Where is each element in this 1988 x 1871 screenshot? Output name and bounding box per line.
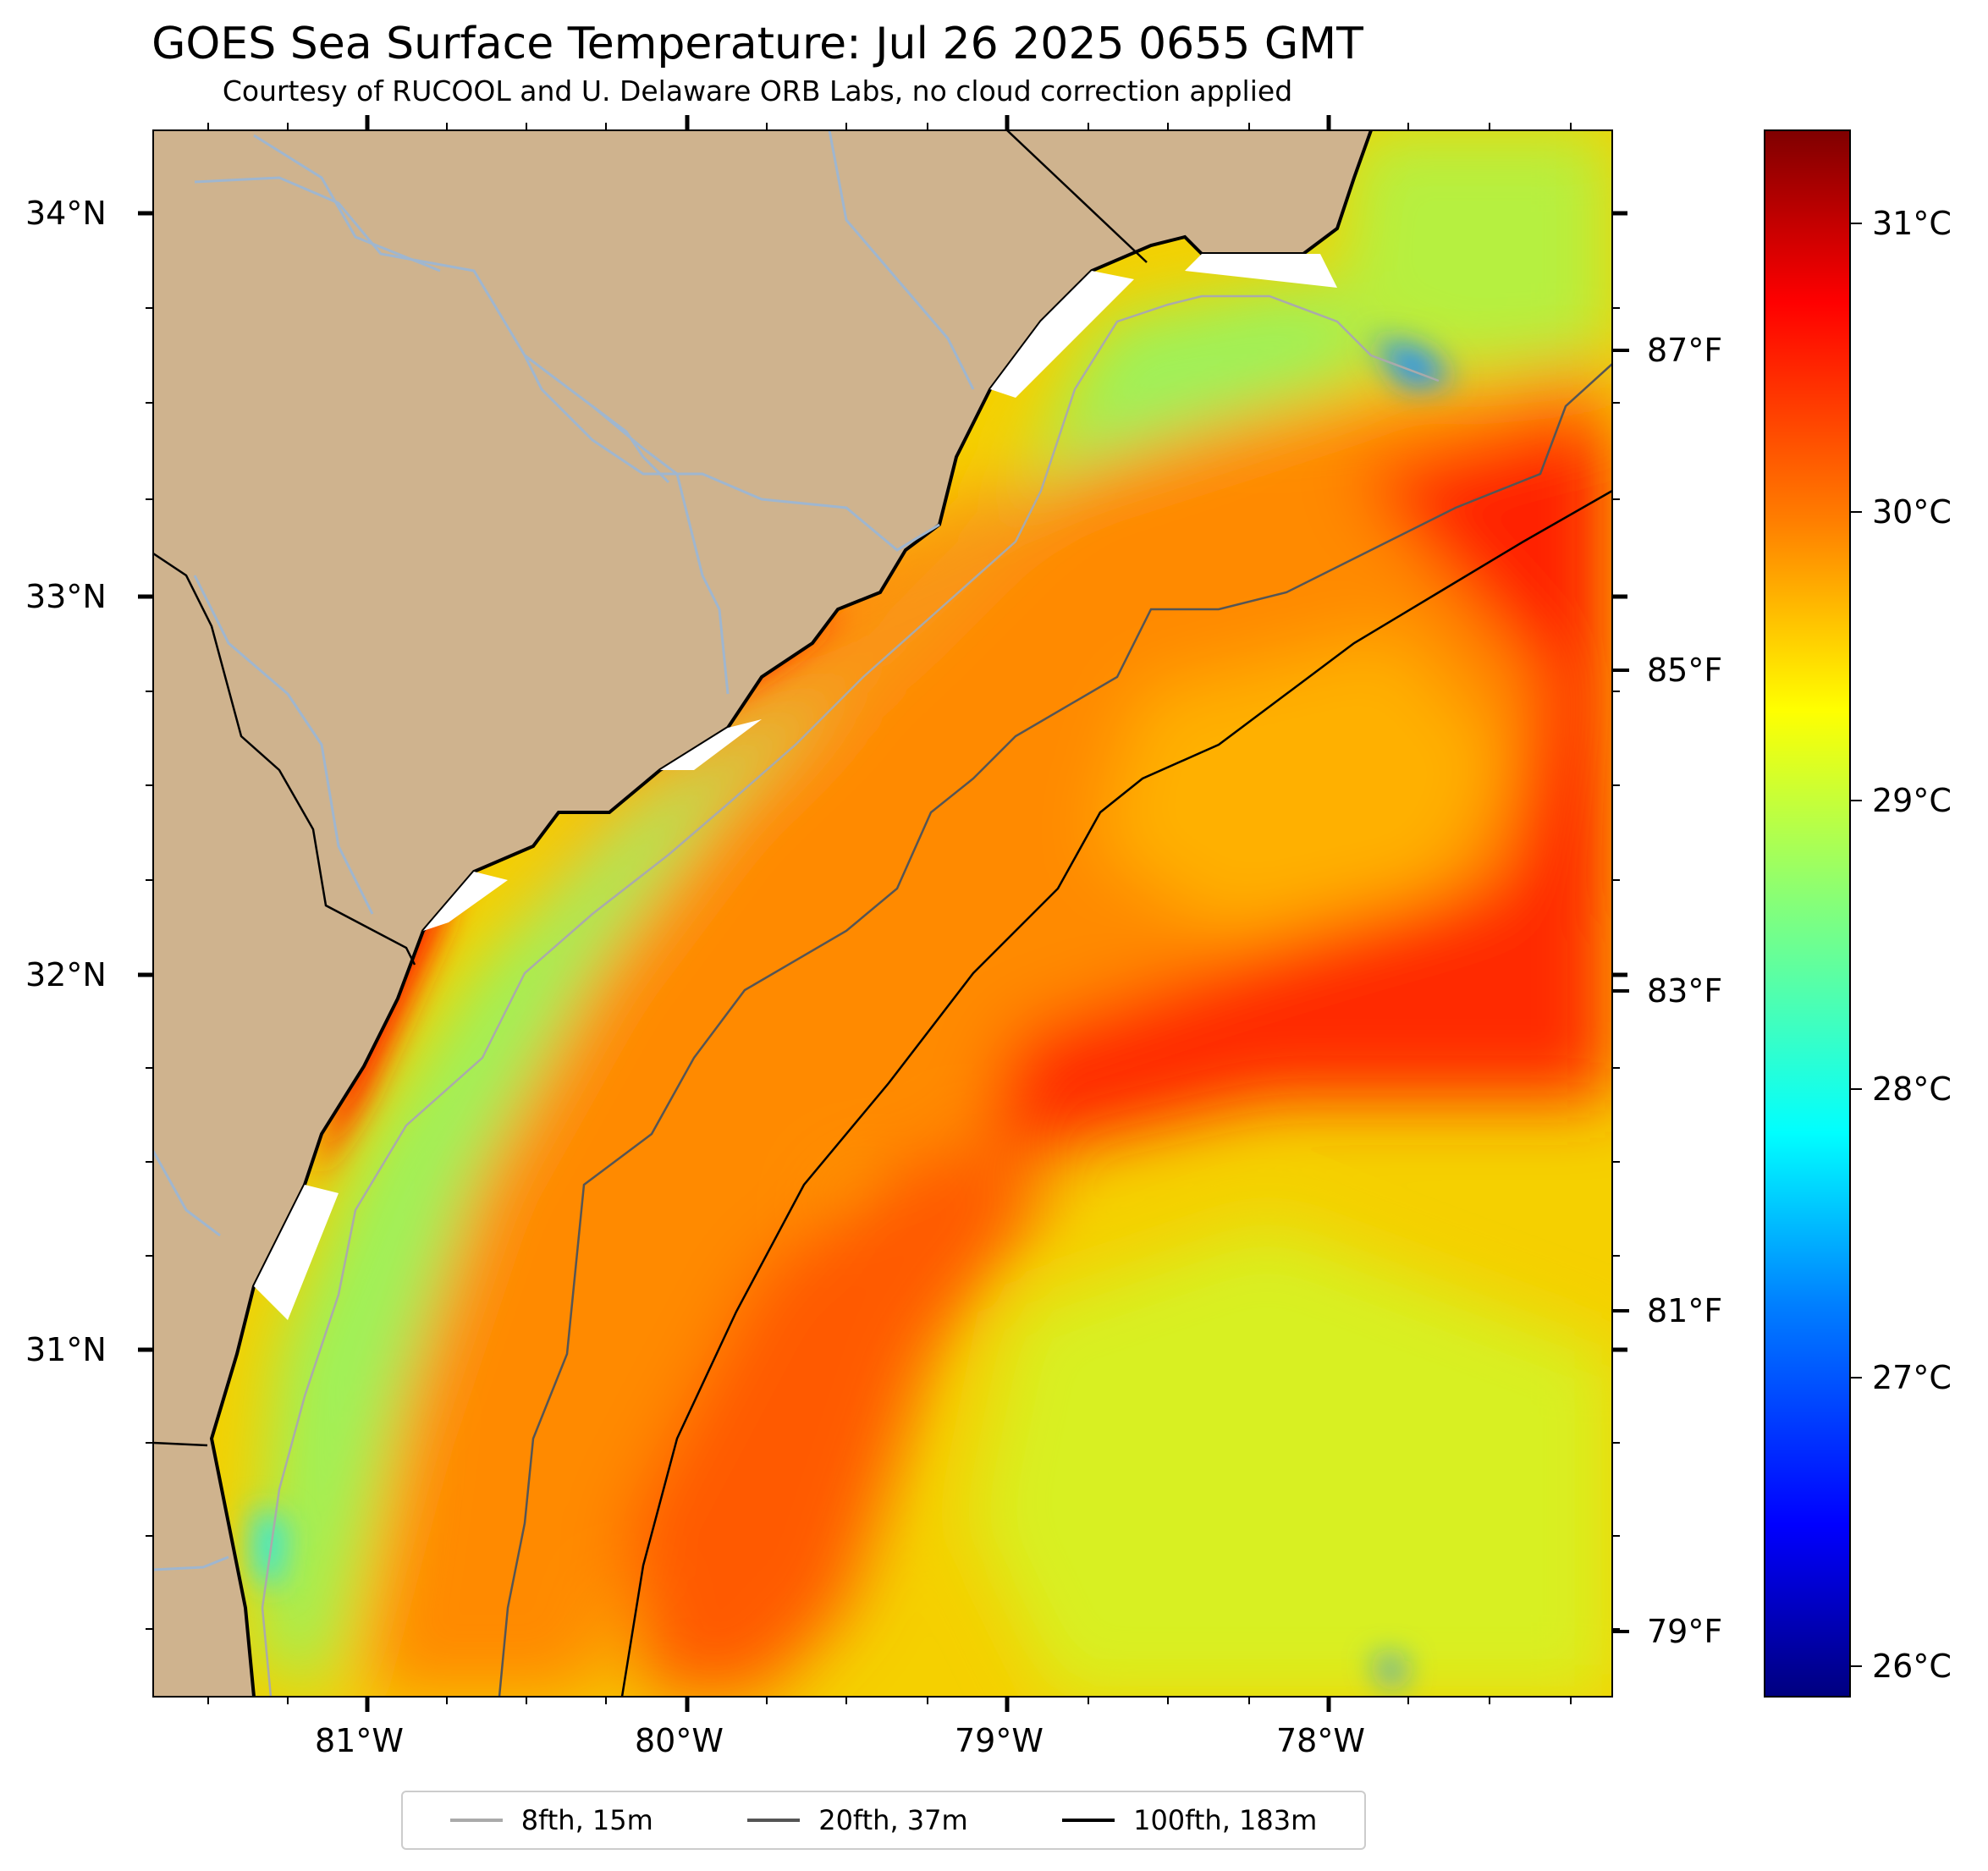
fahrenheit-label: 85°F: [1647, 652, 1723, 689]
lon-label: 78°W: [1276, 1722, 1365, 1759]
isobath-8fth: [261, 294, 1440, 1697]
state-border: [1006, 130, 1148, 263]
celsius-label: 28°C: [1872, 1070, 1952, 1108]
legend-item-20fth: 20fth, 37m: [747, 1804, 968, 1836]
chart-title: GOES Sea Surface Temperature: Jul 26 202…: [151, 19, 1363, 69]
lon-label: 80°W: [635, 1722, 724, 1759]
lon-label: 79°W: [955, 1722, 1044, 1759]
sst-field: [153, 130, 1612, 1697]
celsius-label: 26°C: [1872, 1648, 1952, 1685]
legend-line-icon: [747, 1819, 801, 1822]
celsius-label: 30°C: [1872, 493, 1952, 531]
fahrenheit-label: 87°F: [1647, 332, 1723, 369]
lat-label: 33°N: [25, 578, 107, 615]
fahrenheit-ticks: [1612, 349, 1629, 1633]
celsius-label: 29°C: [1872, 782, 1952, 819]
fahrenheit-label: 79°F: [1647, 1613, 1723, 1650]
colorbar: [1764, 129, 1851, 1698]
state-border: [153, 1441, 208, 1447]
lat-label: 31°N: [25, 1331, 107, 1368]
land: [153, 130, 1371, 1697]
colorbar-ticks: [1850, 223, 1862, 1667]
legend-line-icon: [1062, 1819, 1115, 1822]
legend-line-icon: [449, 1819, 503, 1822]
legend: 8fth, 15m 20fth, 37m 100fth, 183m: [401, 1791, 1366, 1850]
isobath-20fth: [498, 363, 1612, 1697]
lat-label: 32°N: [25, 956, 107, 993]
fahrenheit-label: 81°F: [1647, 1292, 1723, 1329]
lon-label: 81°W: [315, 1722, 404, 1759]
isobath-100fth: [620, 489, 1612, 1697]
lat-label: 34°N: [25, 195, 107, 232]
legend-item-100fth: 100fth, 183m: [1062, 1804, 1317, 1836]
legend-label: 8fth, 15m: [520, 1804, 653, 1836]
legend-item-8fth: 8fth, 15m: [449, 1804, 653, 1836]
fahrenheit-label: 83°F: [1647, 972, 1723, 1010]
state-border: [153, 552, 416, 966]
legend-label: 20fth, 37m: [818, 1804, 968, 1836]
chart-subtitle: Courtesy of RUCOOL and U. Delaware ORB L…: [222, 74, 1293, 107]
map-frame: [152, 129, 1613, 1698]
minor-ticks: [146, 123, 1620, 1704]
major-ticks: [138, 115, 1627, 1712]
celsius-label: 27°C: [1872, 1359, 1952, 1396]
rivers: [153, 130, 975, 1571]
celsius-label: 31°C: [1872, 205, 1952, 242]
legend-label: 100fth, 183m: [1133, 1804, 1318, 1836]
